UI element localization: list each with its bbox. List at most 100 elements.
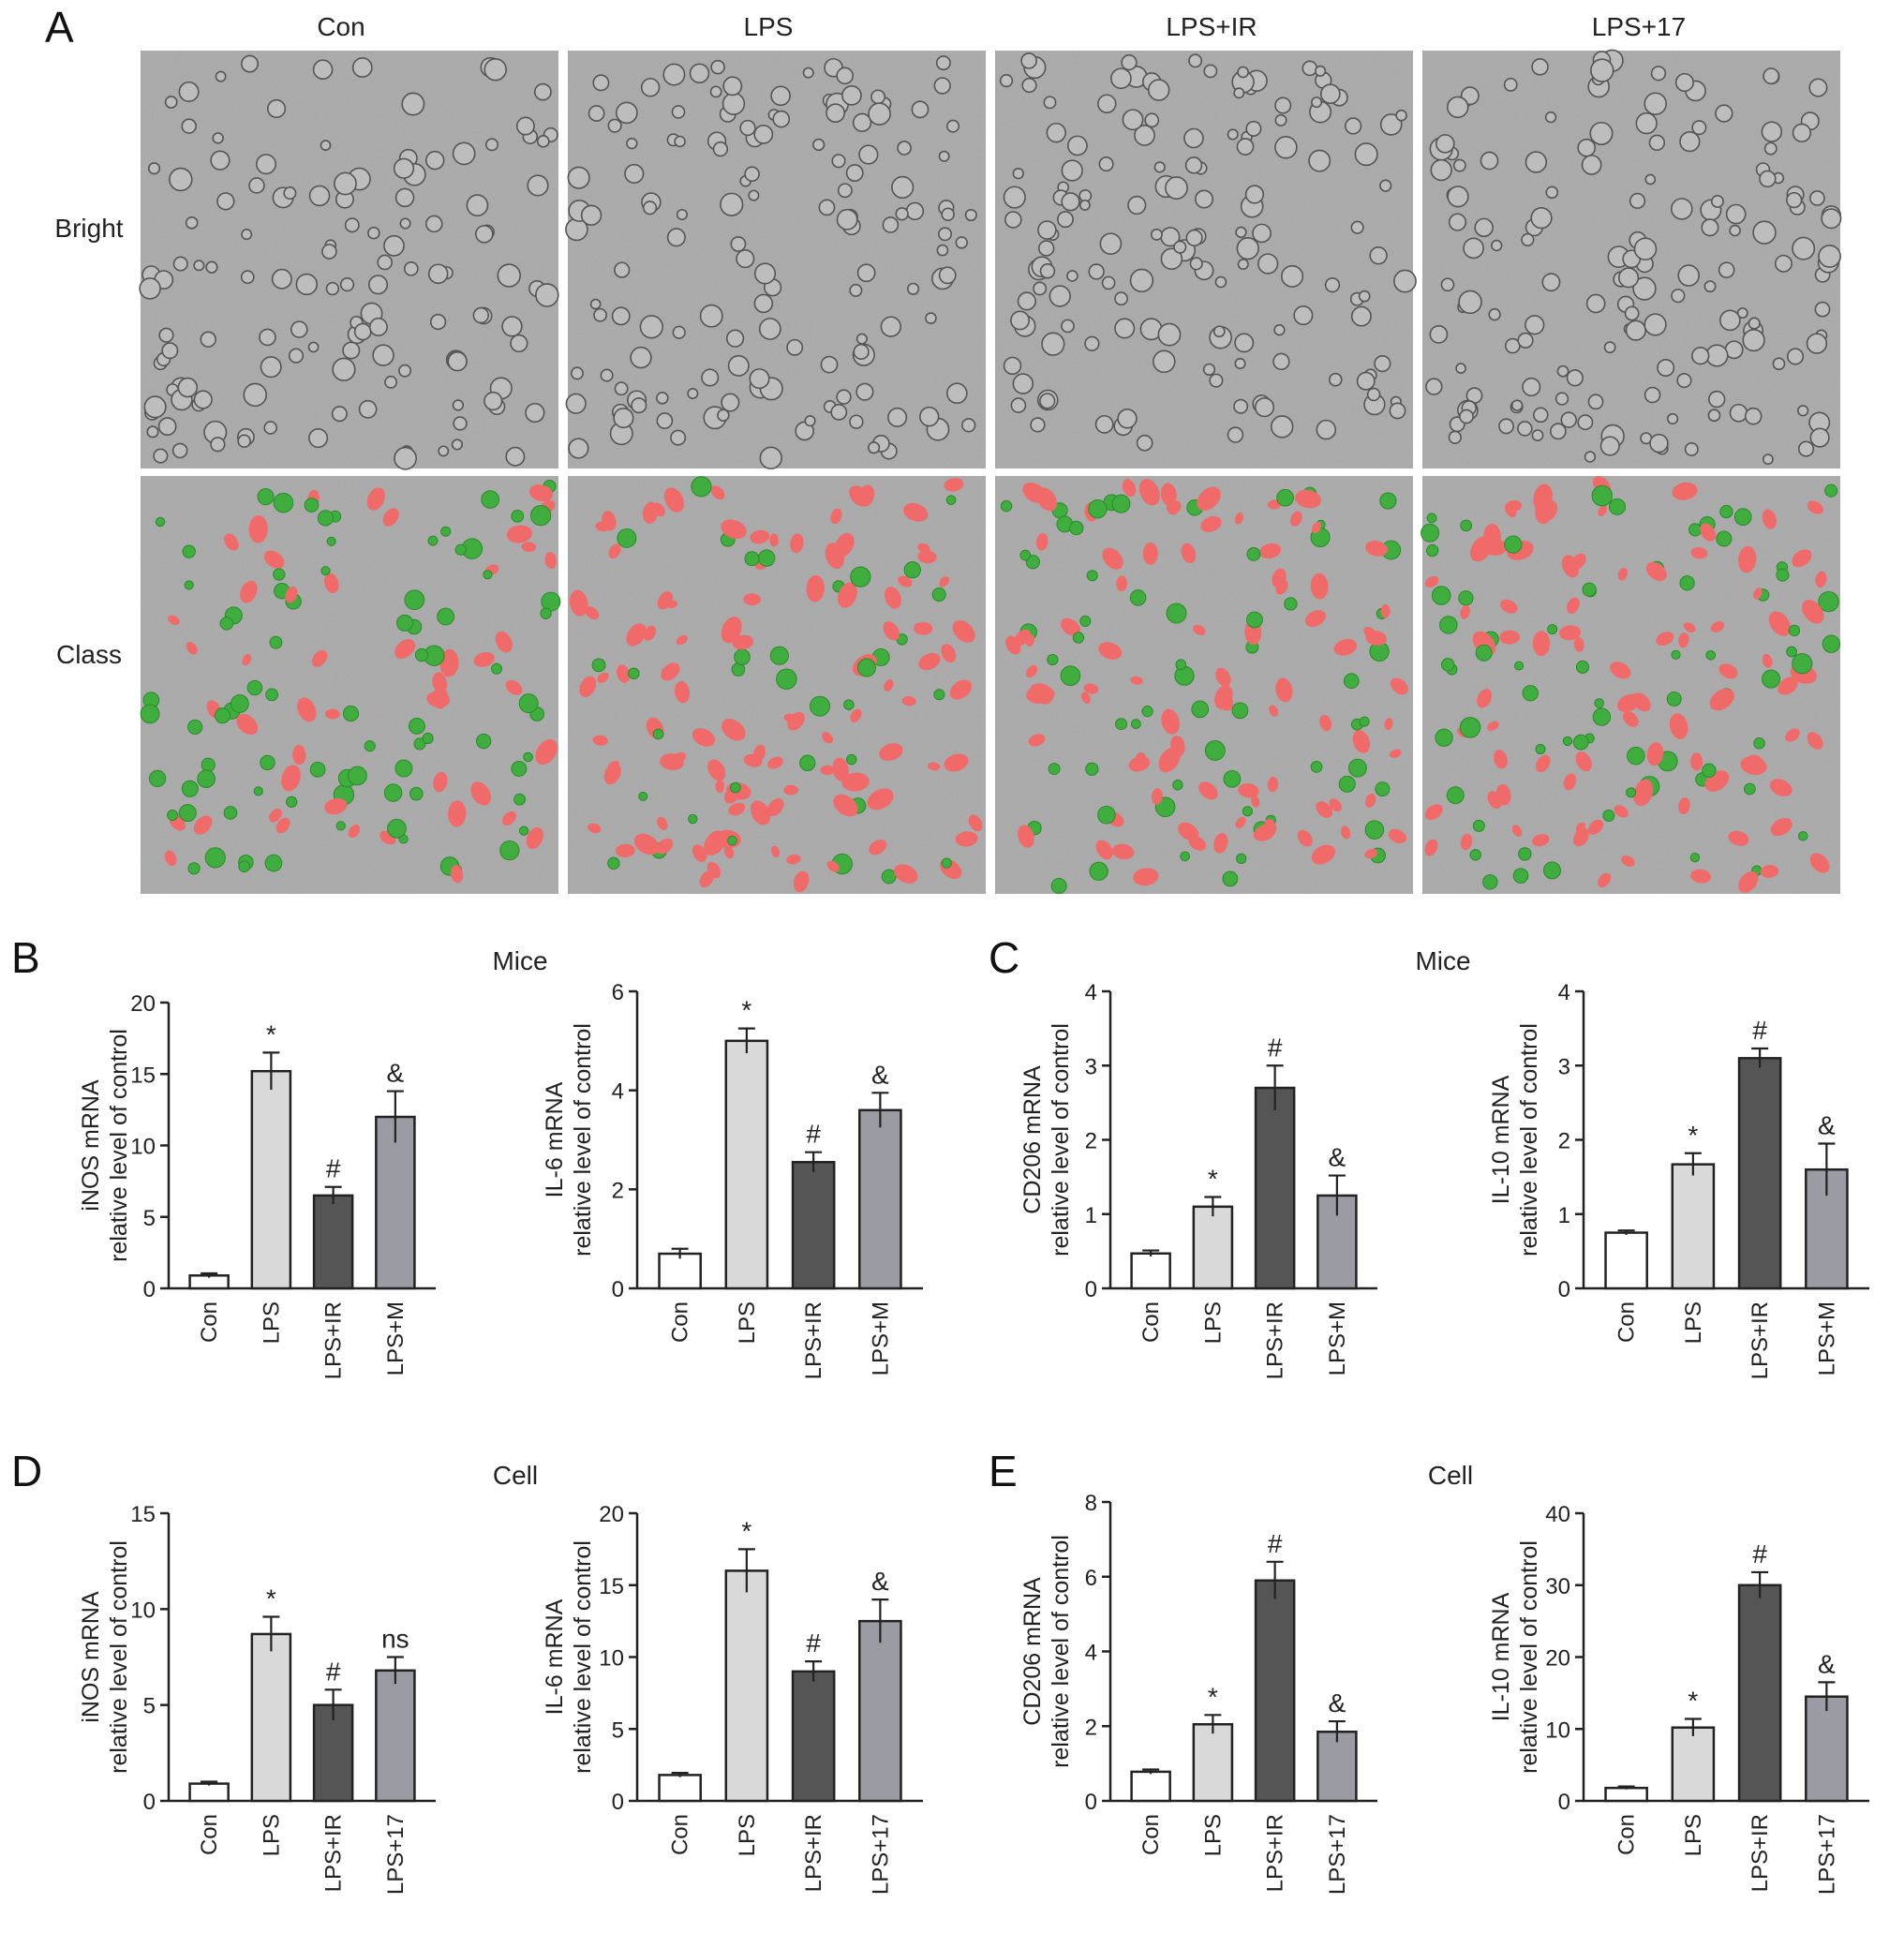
m2-cell — [1276, 488, 1294, 507]
cell — [424, 150, 445, 171]
cell — [169, 167, 193, 192]
cell — [1227, 128, 1239, 141]
m1-cell — [1341, 825, 1351, 840]
m2-cell — [491, 662, 503, 675]
m2-cell — [511, 509, 525, 523]
m2-cell — [1426, 543, 1439, 558]
cell — [1157, 322, 1182, 347]
m1-cell — [1111, 843, 1135, 860]
m1-cell — [1424, 839, 1438, 856]
m1-cell — [1193, 624, 1206, 636]
cell — [146, 425, 159, 439]
cell — [372, 344, 394, 366]
bar-lps — [724, 1569, 769, 1803]
m2-cell — [1347, 758, 1367, 778]
m2-cell — [933, 689, 945, 701]
m2-cell — [181, 780, 199, 797]
cell — [1566, 369, 1584, 387]
cell — [1671, 198, 1693, 220]
m2-cell — [1426, 513, 1437, 524]
m2-cell — [264, 854, 283, 872]
m1-cell — [1130, 676, 1143, 685]
significance-mark: * — [1688, 1687, 1698, 1716]
cell — [1629, 192, 1646, 210]
cell — [642, 201, 658, 216]
m2-cell — [1459, 717, 1481, 738]
m2-cell — [1379, 492, 1397, 510]
cell — [1674, 72, 1694, 93]
cell — [1233, 398, 1249, 414]
m2-cell — [945, 495, 957, 505]
significance-mark: # — [1268, 1033, 1283, 1062]
m2-cell — [1141, 706, 1153, 718]
cell — [1227, 426, 1244, 443]
m1-cell — [433, 771, 448, 793]
m1-cell — [661, 662, 680, 681]
cell — [882, 216, 900, 233]
section-label-cell-d: Cell — [493, 1461, 538, 1490]
m2-cell — [530, 504, 552, 527]
x-tick-label: LPS — [259, 1301, 284, 1344]
cell — [1374, 355, 1391, 373]
cell — [891, 175, 915, 199]
m1-cell — [617, 664, 631, 683]
cell — [181, 118, 197, 134]
cell — [1603, 341, 1616, 354]
m2-cell — [1089, 861, 1108, 881]
m1-cell — [186, 641, 198, 655]
cell — [1358, 290, 1371, 303]
cell — [332, 357, 356, 381]
cell — [1517, 421, 1533, 437]
cell — [1463, 237, 1484, 260]
m1-cell — [544, 552, 557, 570]
cell — [358, 399, 378, 419]
bar-lps-ir — [791, 1161, 836, 1290]
m1-cell — [728, 802, 746, 816]
cell — [1510, 399, 1524, 411]
cell — [938, 266, 957, 285]
cell — [588, 105, 605, 122]
cell — [662, 63, 686, 86]
cell — [1184, 156, 1203, 174]
m2-cell — [1242, 806, 1253, 817]
cell — [320, 140, 332, 152]
m1-cell — [692, 844, 707, 862]
cell — [1183, 127, 1204, 149]
m2-cell — [757, 549, 776, 567]
cell — [1114, 291, 1128, 306]
x-tick-label: LPS — [1200, 1814, 1226, 1856]
cell — [1748, 317, 1761, 330]
bar-con — [188, 1782, 230, 1803]
y-tick-label: 4 — [1085, 1641, 1097, 1666]
cell — [826, 103, 845, 124]
cell — [533, 82, 552, 101]
cell — [394, 446, 418, 470]
m2-cell — [499, 840, 520, 861]
m2-cell — [1343, 673, 1360, 690]
cell — [964, 209, 977, 222]
m1-cell — [732, 634, 754, 650]
cell — [271, 268, 292, 290]
cell — [325, 281, 340, 296]
cell — [624, 163, 645, 185]
cell — [1759, 170, 1777, 188]
m1-cell — [1365, 541, 1388, 557]
m1-cell — [1151, 788, 1163, 805]
x-tick-label: LPS — [1681, 1814, 1706, 1856]
m1-cell — [633, 833, 660, 855]
cell — [736, 249, 755, 269]
cell — [452, 399, 465, 411]
column-label-con: Con — [317, 12, 364, 41]
x-tick-label: LPS — [735, 1301, 760, 1344]
m2-cell — [148, 769, 167, 788]
m2-cell — [253, 786, 263, 796]
cell — [887, 407, 908, 428]
m1-cell — [1172, 500, 1182, 513]
cell — [1806, 333, 1828, 354]
cell — [1212, 325, 1226, 338]
cell — [701, 368, 720, 387]
x-tick-label: LPS — [259, 1814, 284, 1856]
m1-cell — [1535, 754, 1551, 772]
m2-cell — [286, 796, 298, 808]
cell — [1679, 131, 1701, 153]
